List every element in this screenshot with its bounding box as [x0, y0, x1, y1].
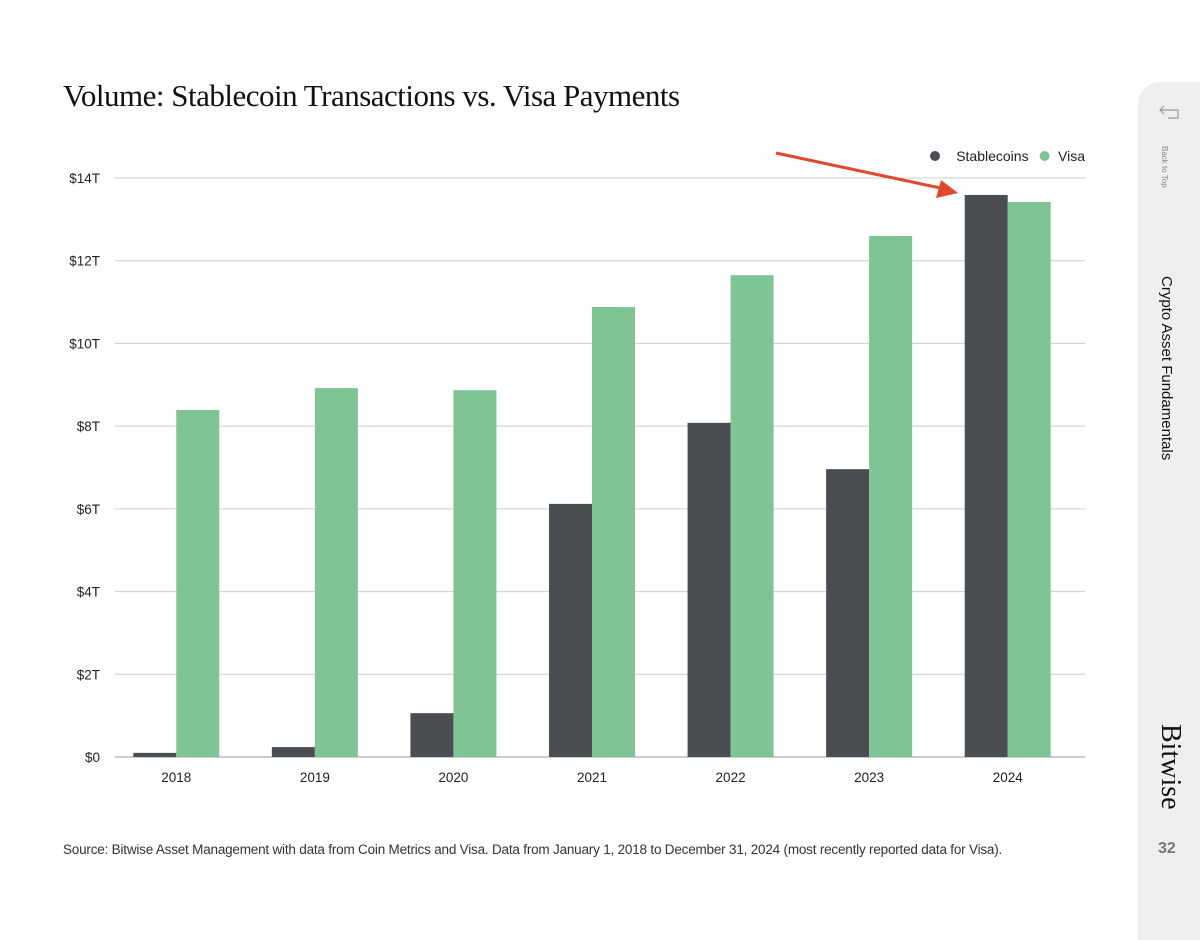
brand-logo: Bitwise — [1155, 724, 1186, 810]
y-tick-label: $14T — [69, 171, 100, 186]
x-tick-label: 2021 — [577, 770, 607, 785]
bar-stablecoins-2023 — [826, 469, 870, 757]
bar-visa-2019 — [314, 388, 358, 757]
bar-stablecoins-2020 — [410, 713, 454, 757]
y-tick-label: $12T — [69, 254, 100, 269]
legend-marker-stablecoins — [930, 151, 940, 161]
bar-visa-2021 — [592, 307, 635, 757]
page-number: 32 — [1158, 840, 1176, 857]
bar-stablecoins-2022 — [687, 422, 731, 757]
legend-label: Stablecoins — [956, 148, 1028, 164]
sidebar: Back to Top Crypto Asset Fundamentals Bi… — [1138, 82, 1200, 940]
annotation-arrow-line — [775, 151, 946, 191]
bar-visa-2022 — [730, 275, 774, 757]
section-label: Crypto Asset Fundamentals — [1158, 276, 1175, 461]
x-tick-label: 2024 — [993, 770, 1024, 785]
bar-visa-2020 — [453, 390, 497, 757]
y-tick-label: $10T — [69, 336, 100, 351]
y-tick-label: $6T — [77, 502, 100, 517]
y-tick-label: $8T — [77, 419, 100, 434]
bar-visa-2023 — [869, 235, 913, 757]
bar-stablecoins-2019 — [271, 747, 315, 757]
bar-chart: $0 $2T $4T $6T $8T $10T $12T $14T 2018 2019 2020 20… — [69, 148, 1085, 785]
source-note: Source: Bitwise Asset Management with da… — [63, 842, 1003, 857]
y-tick-label: $2T — [77, 667, 100, 682]
back-to-top-link[interactable]: Back to Top — [1160, 146, 1169, 188]
bar-stablecoins-2018 — [133, 752, 177, 757]
y-tick-label: $4T — [77, 585, 100, 600]
x-tick-label: 2022 — [716, 770, 746, 785]
bar-visa-2024 — [1007, 201, 1051, 758]
x-tick-label: 2023 — [854, 770, 884, 785]
x-tick-label: 2020 — [438, 770, 468, 785]
x-tick-label: 2018 — [161, 770, 191, 785]
chart-title: Volume: Stablecoin Transactions vs. Visa… — [63, 78, 680, 113]
back-to-top-icon[interactable] — [1158, 104, 1182, 120]
annotation-arrow-head — [936, 180, 958, 198]
bar-stablecoins-2024 — [964, 194, 1008, 757]
y-tick-label: $0 — [85, 750, 100, 765]
x-tick-label: 2019 — [300, 770, 330, 785]
legend-marker-visa — [1039, 151, 1050, 161]
bar-stablecoins-2021 — [549, 503, 592, 757]
legend-label: Visa — [1058, 148, 1085, 164]
bar-visa-2018 — [176, 410, 220, 757]
